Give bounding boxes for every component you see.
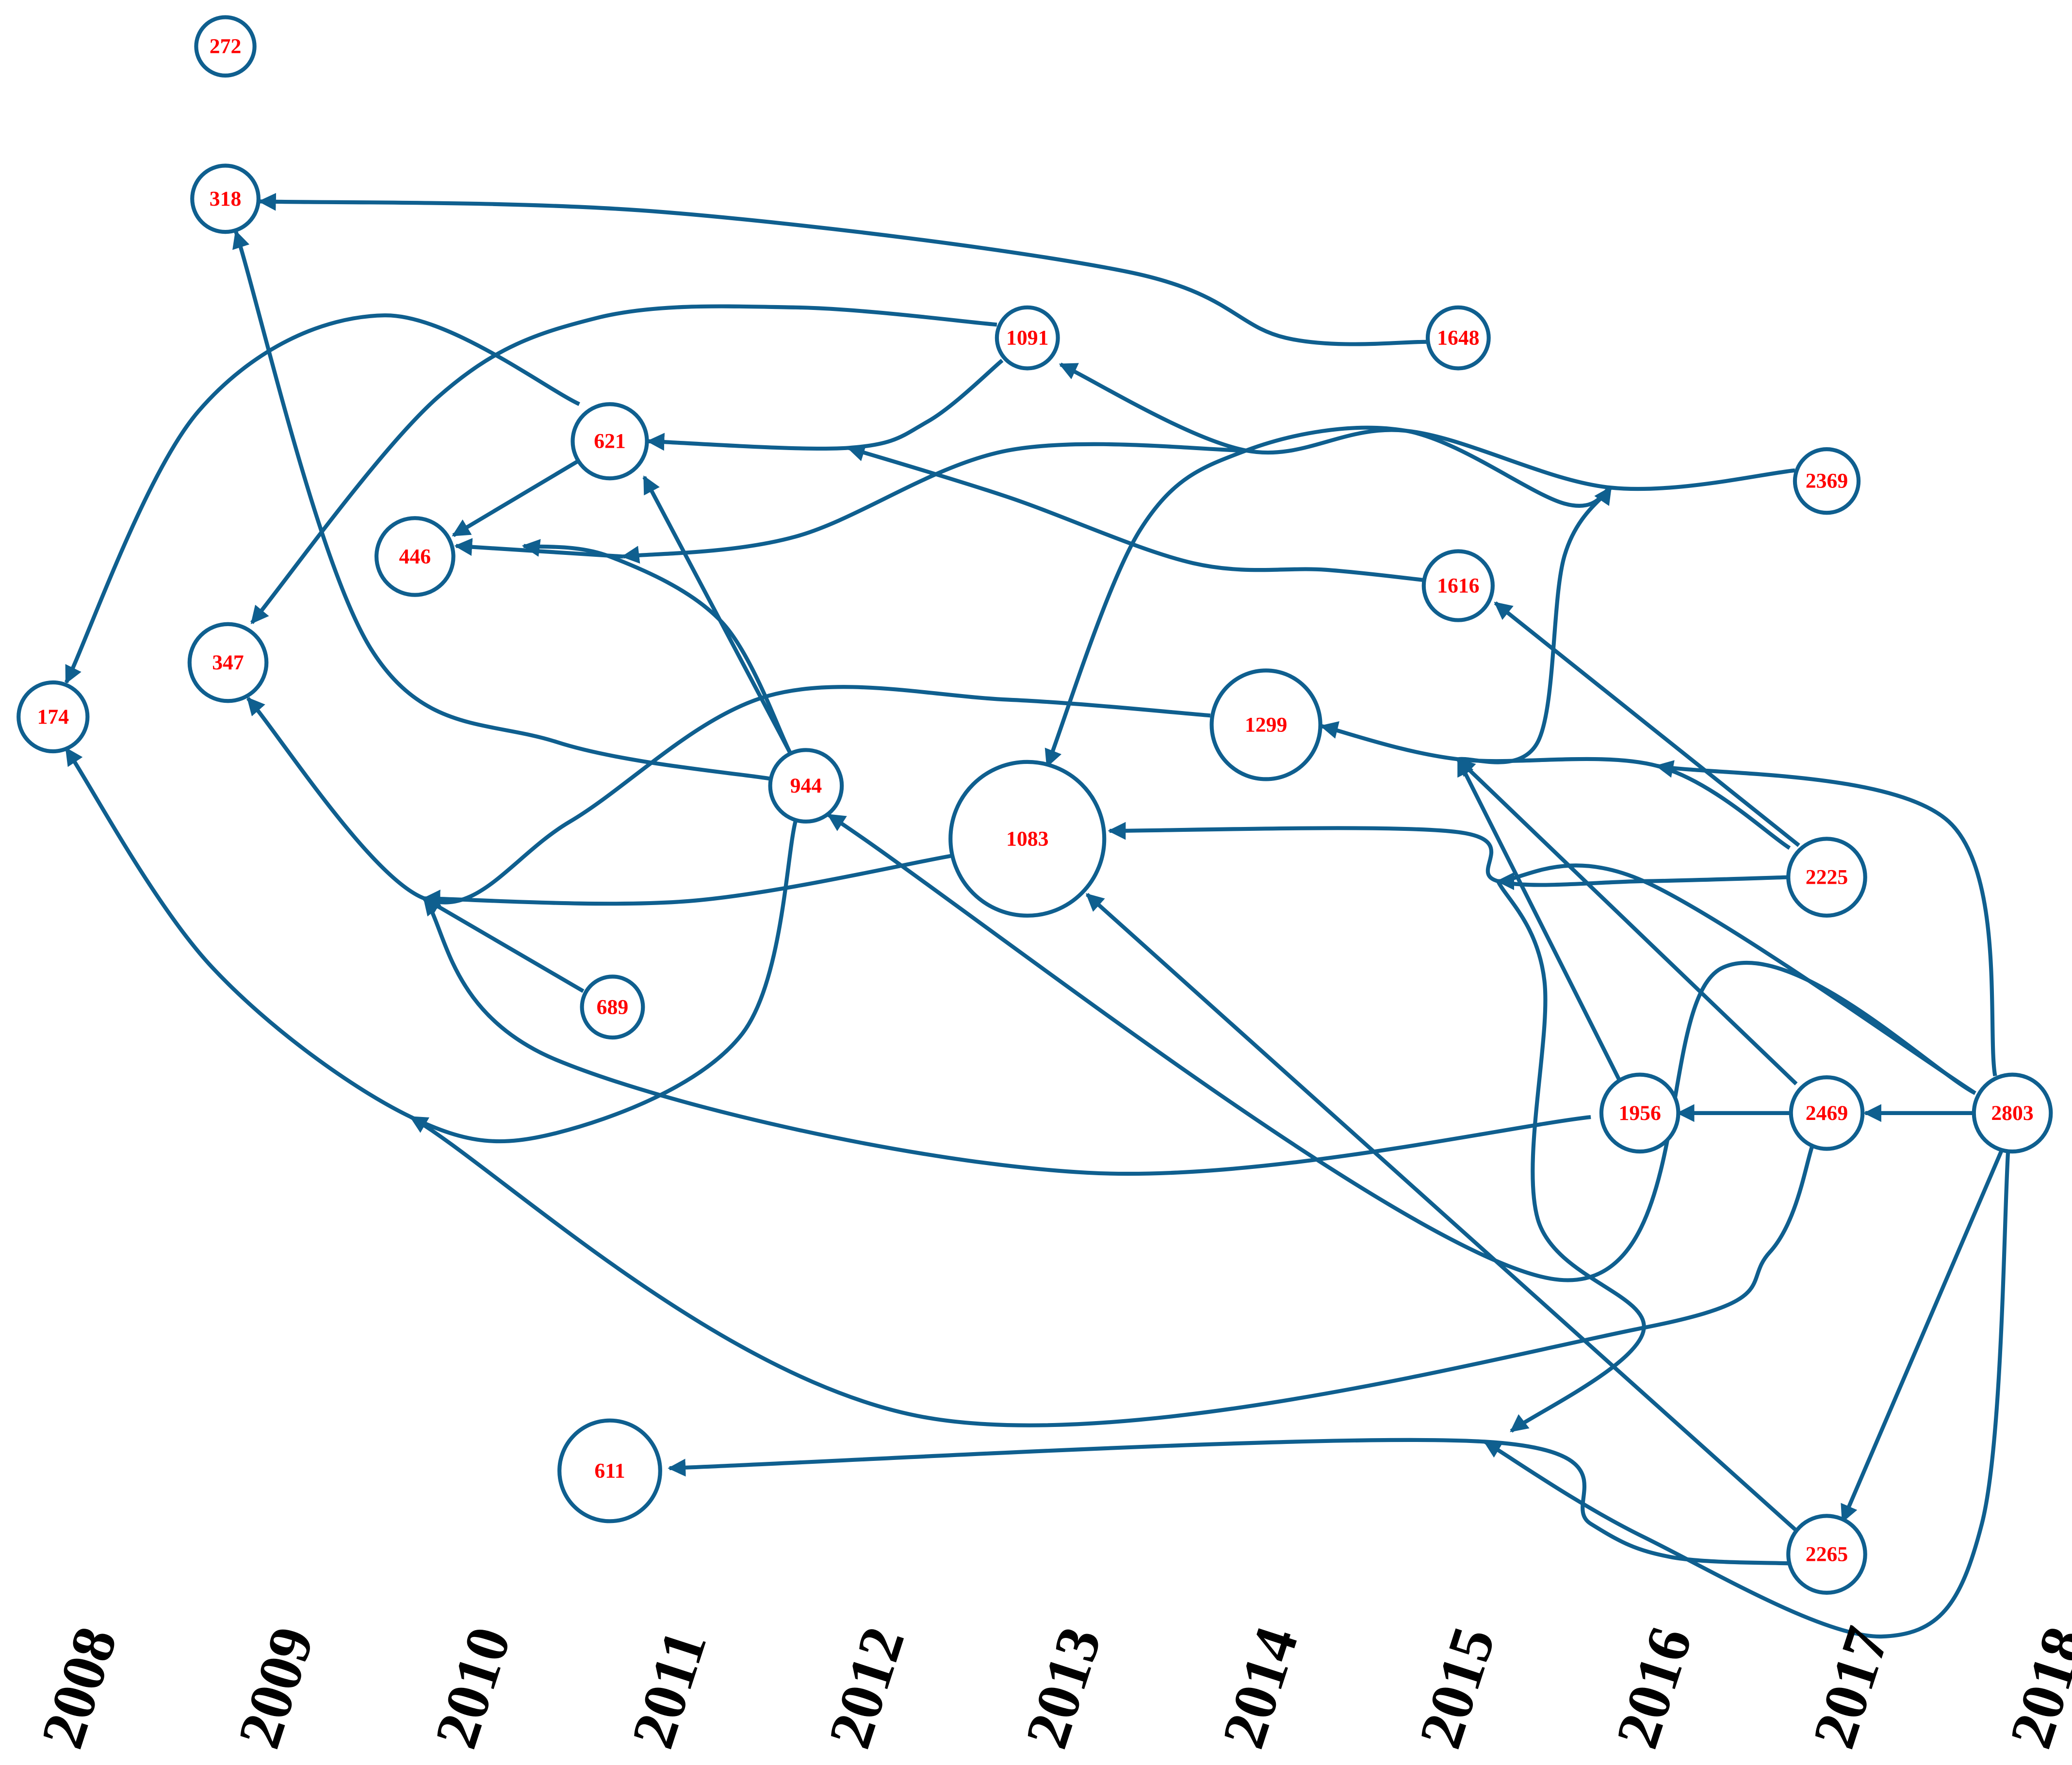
edge [246,685,1211,905]
year-label: 2013 [1012,1619,1114,1756]
edge [827,813,1976,1282]
edge [1108,822,1790,887]
node-label: 2225 [1806,866,1848,889]
node-label: 1648 [1437,326,1479,350]
year-label: 2008 [28,1619,130,1756]
edge [1483,1146,2010,1639]
year-label: 2009 [225,1619,327,1756]
edge [65,747,798,1144]
node-label: 2469 [1806,1101,1848,1125]
node [948,760,1107,918]
edge [1841,1149,2004,1523]
node-label: 689 [597,995,629,1019]
node-label: 1299 [1245,713,1287,736]
node-label: 944 [790,774,822,797]
year-label: 2018 [1997,1619,2072,1756]
edge [422,854,951,908]
node [1786,837,1867,918]
node [580,974,645,1040]
edge [1655,760,1997,1077]
edge [452,459,579,537]
node-label: 2265 [1806,1543,1848,1566]
edge [232,230,773,781]
edge [409,1115,1815,1427]
nodes: 272 318 1091 1648 621 2369 446 1616 347 174 1299 94… [16,15,2053,1595]
edge [64,313,580,684]
node-label: 2803 [1991,1101,2033,1125]
edge [668,1438,1796,1566]
node [1599,1072,1680,1154]
node [768,748,844,824]
node [1209,668,1322,781]
node [1793,447,1861,515]
edge [1320,721,1791,850]
edge [1456,758,1622,1083]
node-label: 272 [210,35,242,58]
node-label: 347 [212,651,244,674]
node [190,163,261,234]
node [1786,1514,1867,1595]
node-label: 174 [37,705,69,729]
node-label: 1083 [1006,827,1048,850]
year-label: 2016 [1603,1619,1705,1756]
edge [1044,425,1612,768]
edge [1496,880,1646,1433]
node [374,516,456,597]
year-label: 2017 [1800,1619,1902,1756]
edge [847,444,1427,583]
edges [64,193,2010,1639]
edge [522,539,792,754]
year-label: 2015 [1406,1619,1508,1756]
edge [250,304,997,624]
node-label: 2369 [1806,470,1848,493]
edge [1456,758,1798,1085]
edge [1496,863,1976,1095]
node [995,305,1060,371]
year-axis: 2008 2009 2010 2011 2012 2013 2014 2015 2016 2017… [28,1619,2072,1756]
edge [1457,486,1613,764]
node [571,402,649,481]
year-label: 2010 [422,1619,524,1756]
node [187,622,269,703]
edge [646,358,1004,451]
node [16,680,90,754]
year-label: 2012 [816,1619,918,1756]
node-label: 446 [399,545,431,568]
node-label: 611 [594,1459,625,1483]
node [194,15,257,78]
edge [621,442,1246,564]
edge [1085,893,1798,1532]
edge [642,475,793,757]
node [1421,549,1495,622]
edge [1059,362,1795,491]
year-label: 2014 [1209,1619,1311,1756]
node [557,1418,662,1523]
edge [258,193,1428,346]
edge [423,897,1591,1176]
node-label: 318 [210,187,242,211]
node [1425,305,1491,371]
edge [1494,601,1800,847]
node-label: 1091 [1006,326,1048,350]
node [1789,1075,1865,1151]
node [1972,1072,2053,1154]
node-label: 621 [594,430,626,453]
year-label: 2011 [619,1622,720,1756]
node-label: 1616 [1437,574,1479,598]
node-label: 1956 [1618,1101,1661,1125]
edge [423,896,585,993]
